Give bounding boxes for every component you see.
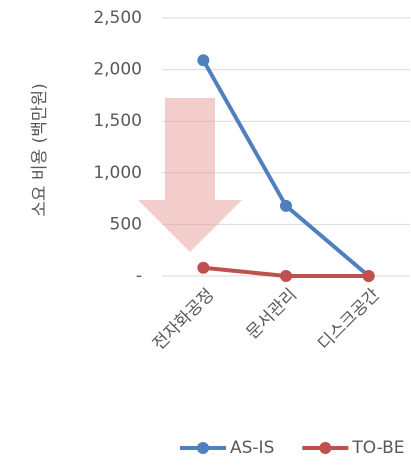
x-tick-label: 디스크공간 [314, 285, 384, 355]
y-tick-label: - [136, 266, 142, 286]
point [280, 270, 292, 282]
legend-label: TO-BE [351, 438, 404, 458]
legend-marker [197, 442, 209, 454]
point [280, 199, 292, 212]
x-tick-label: 전자화공정 [149, 285, 218, 354]
x-tick-label: 문서관리 [243, 285, 301, 343]
y-tick-label: 2,500 [93, 8, 142, 28]
legend-marker [319, 442, 332, 454]
series-line [201, 59, 370, 278]
point [362, 270, 375, 282]
y-tick-label: 1,500 [93, 111, 142, 131]
point [197, 261, 210, 274]
y-axis-label: 소요 비용 (백만원) [30, 83, 50, 217]
decor-arrow [138, 98, 242, 252]
y-tick-label: 1,000 [93, 163, 142, 183]
point [197, 54, 210, 67]
y-tick-label: 2,000 [93, 60, 142, 80]
legend-label: AS-IS [230, 438, 274, 458]
y-tick-label: 500 [110, 214, 142, 234]
